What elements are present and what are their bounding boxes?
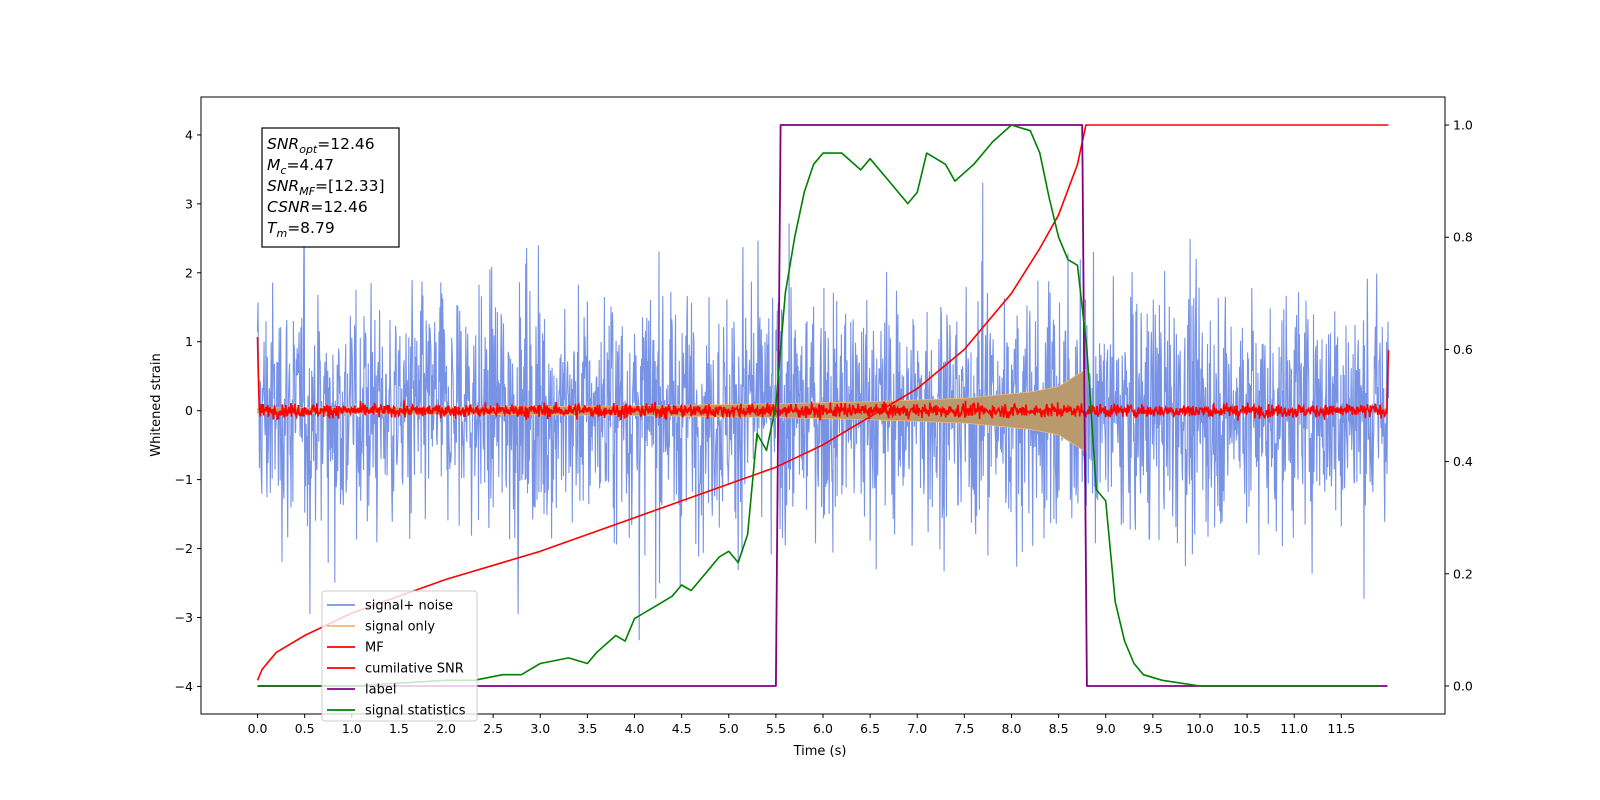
x-tick-label: 2.5 <box>483 721 503 736</box>
info-box: SNRopt=12.46Mc=4.47SNRMF=[12.33]CSNR=12.… <box>261 127 400 248</box>
y-tick-label: −4 <box>175 679 193 694</box>
y-axis-right: 1.0 0.8 0.6 0.4 0.2 0.0 <box>1445 118 1473 693</box>
legend-entry: signal+ noise <box>365 599 453 614</box>
x-tick-label: 3.5 <box>577 721 597 736</box>
y-tick-label: −3 <box>175 610 193 625</box>
y-tick-label: 0 <box>185 403 193 418</box>
legend: signal+ noise signal only MF cumilative SNR… <box>321 590 478 722</box>
x-tick-label: 6.5 <box>860 721 880 736</box>
y-tick-label: −1 <box>175 472 193 487</box>
x-tick-label: 1.0 <box>342 721 362 736</box>
x-tick-label: 5.0 <box>719 721 739 736</box>
info-box-frame <box>261 127 400 248</box>
x-tick-label: 11.5 <box>1327 721 1355 736</box>
x-tick-label: 9.5 <box>1143 721 1163 736</box>
y2-tick-label: 0.2 <box>1453 566 1473 581</box>
x-tick-label: 5.5 <box>766 721 786 736</box>
x-tick-label: 4.5 <box>672 721 692 736</box>
legend-entry: label <box>365 683 396 698</box>
legend-frame <box>321 590 478 722</box>
legend-entry: signal only <box>365 620 435 635</box>
y2-tick-label: 0.6 <box>1453 342 1473 357</box>
info-box-line: Tm=8.79 <box>267 219 335 240</box>
series-cumulative-snr-line <box>256 124 1389 681</box>
y2-tick-label: 1.0 <box>1453 118 1473 133</box>
info-box-line: Mc=4.47 <box>267 156 334 177</box>
y-tick-label: 3 <box>185 196 193 211</box>
y-tick-label: −2 <box>175 541 193 556</box>
y2-tick-label: 0.0 <box>1453 678 1473 693</box>
x-axis-label: Time (s) <box>793 744 847 759</box>
x-tick-label: 1.5 <box>389 721 409 736</box>
info-box-line: SNRMF=[12.33] <box>267 177 385 198</box>
y-tick-label: 4 <box>185 127 193 142</box>
info-box-line: SNRopt=12.46 <box>267 135 375 156</box>
x-tick-label: 6.0 <box>813 721 833 736</box>
y-tick-label: 2 <box>185 265 193 280</box>
y-tick-label: 1 <box>185 334 193 349</box>
x-tick-label: 7.5 <box>954 721 974 736</box>
info-box-line: CSNR=12.46 <box>267 198 368 216</box>
x-tick-label: 8.0 <box>1002 721 1022 736</box>
x-axis: 0.0 0.5 1.0 1.5 2.0 2.5 3.0 3.5 4.0 4.5 5.0 5.5 6.0 6… <box>248 714 1355 736</box>
y2-tick-label: 0.4 <box>1453 454 1473 469</box>
y2-tick-label: 0.8 <box>1453 230 1473 245</box>
x-tick-label: 8.5 <box>1049 721 1069 736</box>
legend-entry: MF <box>365 641 384 656</box>
x-tick-label: 4.0 <box>625 721 645 736</box>
x-tick-label: 0.5 <box>295 721 315 736</box>
x-tick-label: 3.0 <box>530 721 550 736</box>
series-signal-statistics-line <box>257 124 1379 687</box>
x-tick-label: 2.0 <box>436 721 456 736</box>
legend-entry: cumilative SNR <box>365 662 464 677</box>
x-tick-label: 9.0 <box>1096 721 1116 736</box>
series-signal-noise-line <box>256 182 1390 641</box>
series-label-line <box>257 124 1388 687</box>
plot-area <box>256 124 1390 687</box>
x-tick-label: 10.0 <box>1186 721 1214 736</box>
y-axis-label: Whitened strain <box>149 353 164 456</box>
legend-entry: signal statistics <box>365 704 466 719</box>
x-tick-label: 7.0 <box>907 721 927 736</box>
x-tick-label: 11.0 <box>1280 721 1308 736</box>
x-tick-label: 10.5 <box>1233 721 1261 736</box>
x-tick-label: 0.0 <box>248 721 268 736</box>
y-axis-left: 4 3 2 1 0 −1 −2 −3 −4 <box>175 127 201 694</box>
series-mf-line <box>256 336 1390 421</box>
